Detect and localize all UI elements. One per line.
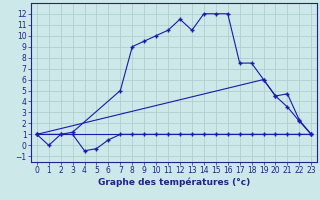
X-axis label: Graphe des températures (°c): Graphe des températures (°c) xyxy=(98,178,250,187)
